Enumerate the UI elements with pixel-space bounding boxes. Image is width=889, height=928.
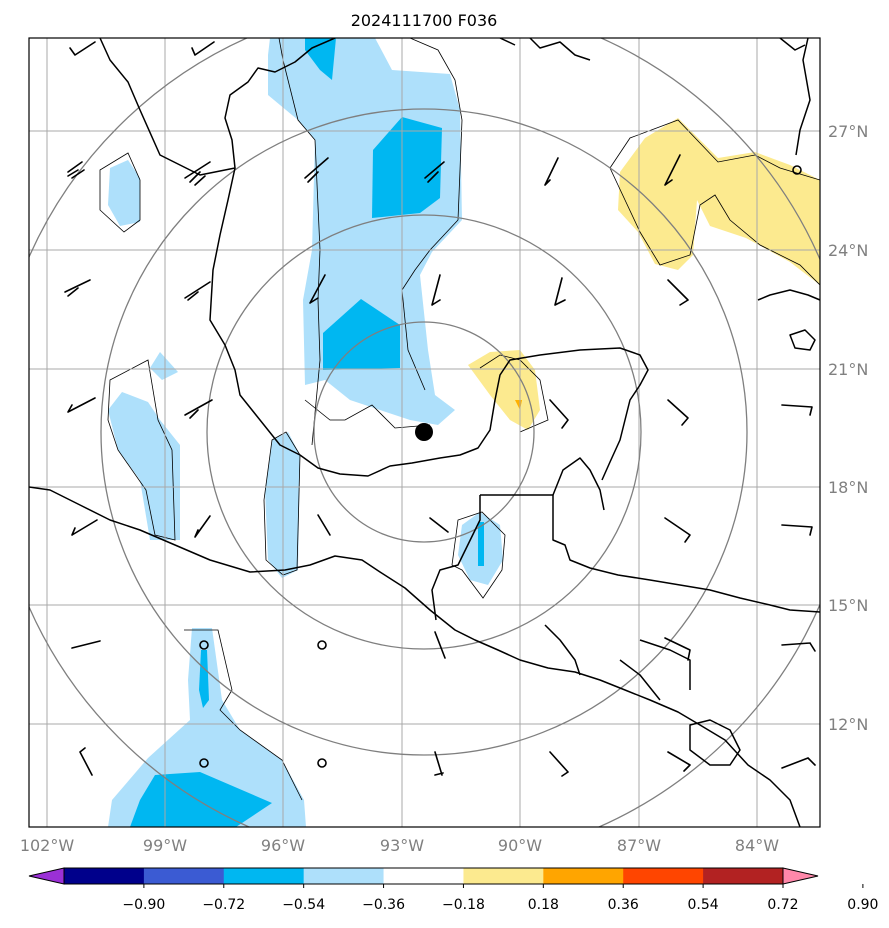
map-title: 2024111700 F036 bbox=[351, 11, 498, 30]
range-rings bbox=[29, 38, 820, 827]
colorbar-tick-label: −0.18 bbox=[442, 897, 485, 913]
colorbar-max-arrow bbox=[782, 867, 819, 885]
storm-center-marker bbox=[415, 423, 433, 441]
colorbar-tick-label: −0.54 bbox=[282, 897, 325, 913]
colorbar-ticks: −0.90 −0.72 −0.54 −0.36 −0.18 0.18 0.36 0.54 0.7… bbox=[122, 884, 878, 913]
colorbar-tick-label: 0.54 bbox=[688, 897, 719, 913]
wind-barbs bbox=[64, 41, 816, 777]
colorbar-cell bbox=[303, 868, 385, 884]
negative-fill-southwest-dark-strip bbox=[199, 650, 209, 708]
lat-tick-label: 24°N bbox=[828, 241, 868, 260]
negative-fill-central-dark-n bbox=[305, 38, 336, 80]
lon-tick-labels: 102°W 99°W 96°W 93°W 90°W 87°W 84°W bbox=[20, 836, 779, 855]
contour-fills bbox=[108, 38, 820, 827]
lon-tick-label: 102°W bbox=[20, 836, 75, 855]
colorbar-cell bbox=[543, 868, 624, 884]
negative-fill-west-tip bbox=[150, 352, 178, 380]
coastlines bbox=[29, 38, 820, 827]
lon-tick-label: 90°W bbox=[498, 836, 542, 855]
lon-tick-label: 99°W bbox=[143, 836, 187, 855]
map-frame bbox=[28, 37, 821, 828]
colorbar-tick-label: −0.36 bbox=[362, 897, 405, 913]
lat-tick-label: 27°N bbox=[828, 122, 868, 141]
colorbar-cell bbox=[703, 868, 784, 884]
negative-fill-central-dark-s bbox=[323, 299, 400, 370]
lat-tick-label: 18°N bbox=[828, 478, 868, 497]
lat-tick-label: 21°N bbox=[828, 360, 868, 379]
colorbar: −0.90 −0.72 −0.54 −0.36 −0.18 0.18 0.36 0.54 0.7… bbox=[28, 867, 878, 913]
calm-wind-markers bbox=[199, 165, 802, 768]
negative-fill-central-dark-mid bbox=[372, 117, 442, 218]
colorbar-tick-label: 0.18 bbox=[528, 897, 559, 913]
colorbar-cell bbox=[623, 868, 704, 884]
colorbar-tick-label: 0.72 bbox=[767, 897, 798, 913]
colorbar-cell bbox=[463, 868, 544, 884]
lat-tick-label: 12°N bbox=[828, 715, 868, 734]
lon-tick-label: 87°W bbox=[617, 836, 661, 855]
lon-tick-label: 84°W bbox=[735, 836, 779, 855]
lon-tick-label: 93°W bbox=[380, 836, 424, 855]
colorbar-cell bbox=[64, 868, 145, 884]
negative-fill-west bbox=[108, 392, 180, 540]
colorbar-cell bbox=[223, 868, 305, 884]
colorbar-min-arrow bbox=[28, 867, 65, 885]
colorbar-cells bbox=[64, 868, 784, 884]
map-area bbox=[29, 38, 820, 827]
negative-fill-guatemala-dark bbox=[478, 522, 484, 566]
colorbar-tick-label: −0.72 bbox=[202, 897, 245, 913]
colorbar-tick-label: 0.90 bbox=[847, 897, 878, 913]
lat-tick-labels: 27°N 24°N 21°N 18°N 15°N 12°N bbox=[828, 122, 868, 734]
lat-tick-label: 15°N bbox=[828, 596, 868, 615]
colorbar-cell bbox=[383, 868, 464, 884]
positive-fill-yucatan bbox=[468, 350, 540, 430]
colorbar-tick-label: 0.36 bbox=[608, 897, 639, 913]
colorbar-cell bbox=[143, 868, 225, 884]
negative-fill-west-north bbox=[108, 160, 140, 226]
colorbar-frame bbox=[63, 867, 784, 885]
colorbar-tick-label: −0.90 bbox=[122, 897, 165, 913]
lon-tick-label: 96°W bbox=[261, 836, 305, 855]
